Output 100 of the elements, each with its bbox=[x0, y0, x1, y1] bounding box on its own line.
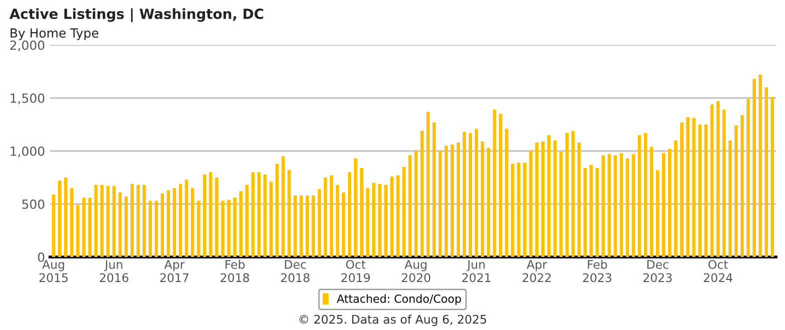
x-tick-label: Oct 2019 bbox=[341, 260, 370, 282]
bar bbox=[70, 188, 74, 257]
bar bbox=[764, 87, 768, 257]
bar bbox=[281, 156, 285, 257]
bar bbox=[257, 172, 261, 257]
bar bbox=[64, 178, 68, 257]
bar bbox=[124, 196, 128, 257]
bar bbox=[366, 188, 370, 257]
bar bbox=[656, 170, 660, 257]
bar bbox=[76, 205, 80, 257]
bar bbox=[178, 184, 182, 257]
x-tick-label: Dec 2023 bbox=[643, 260, 672, 282]
bar bbox=[492, 110, 496, 257]
text: © 2025. Data as of Aug 6, 2025 bbox=[300, 314, 486, 326]
x-tick-label: Aug 2020 bbox=[402, 260, 430, 282]
bar bbox=[324, 178, 328, 257]
bar bbox=[728, 140, 732, 257]
bar bbox=[596, 168, 599, 257]
bar bbox=[541, 141, 545, 257]
bar bbox=[148, 200, 152, 257]
bar bbox=[614, 155, 617, 257]
bar bbox=[644, 132, 648, 257]
bar bbox=[184, 180, 188, 257]
bar bbox=[190, 188, 194, 257]
bar bbox=[312, 196, 315, 257]
bar bbox=[740, 114, 744, 257]
bar bbox=[294, 196, 297, 257]
bar bbox=[535, 142, 538, 257]
bar bbox=[692, 118, 696, 257]
bar bbox=[474, 128, 478, 257]
bar bbox=[632, 154, 636, 257]
x-tick-label: Feb 2023 bbox=[583, 260, 612, 282]
bar bbox=[486, 148, 490, 257]
bar bbox=[674, 140, 678, 257]
x-tick-label: Jun 2021 bbox=[462, 260, 490, 282]
bar bbox=[202, 174, 206, 257]
bar bbox=[390, 176, 394, 257]
bar bbox=[354, 158, 358, 257]
bar bbox=[269, 182, 273, 257]
bar bbox=[620, 153, 624, 257]
bar bbox=[523, 162, 526, 257]
bar bbox=[716, 101, 720, 257]
bar bbox=[746, 99, 750, 257]
bar bbox=[547, 135, 551, 257]
bar bbox=[360, 168, 364, 257]
y-tick-label: 2,000 bbox=[10, 40, 44, 52]
bar bbox=[142, 184, 146, 257]
bar bbox=[82, 198, 86, 257]
bar bbox=[553, 140, 557, 257]
bar bbox=[378, 184, 382, 257]
bar bbox=[209, 172, 212, 257]
bar bbox=[432, 122, 436, 257]
bar bbox=[498, 114, 502, 257]
bar bbox=[372, 182, 376, 257]
bar bbox=[172, 188, 176, 257]
bar bbox=[300, 196, 303, 257]
bar bbox=[504, 128, 508, 257]
bar bbox=[529, 151, 532, 257]
x-tick-label: Jun 2016 bbox=[100, 260, 128, 282]
bar bbox=[668, 148, 672, 257]
bar bbox=[288, 170, 291, 257]
y-tick-label: 1,000 bbox=[10, 146, 44, 158]
bar bbox=[130, 184, 134, 257]
x-tick-label: Apr 2022 bbox=[522, 260, 551, 282]
bar bbox=[438, 151, 442, 257]
bar bbox=[602, 155, 605, 257]
bar bbox=[251, 172, 255, 257]
bar bbox=[318, 189, 322, 257]
bar bbox=[336, 184, 340, 257]
bar bbox=[565, 132, 569, 257]
legend-label: Attached: Condo/Coop bbox=[336, 294, 461, 305]
bar bbox=[196, 200, 200, 257]
bar bbox=[245, 184, 249, 257]
bar bbox=[650, 146, 654, 257]
bar bbox=[608, 154, 611, 257]
bar bbox=[583, 168, 587, 257]
chart-subtitle: By Home Type bbox=[10, 28, 98, 40]
bar bbox=[52, 194, 56, 257]
bar bbox=[408, 155, 412, 257]
bar bbox=[160, 193, 164, 257]
bar bbox=[710, 104, 714, 257]
bar bbox=[396, 175, 400, 257]
bar bbox=[166, 190, 170, 257]
bar bbox=[384, 184, 388, 257]
bar bbox=[511, 164, 514, 257]
x-tick-label: Feb 2018 bbox=[220, 260, 250, 282]
bar bbox=[462, 132, 466, 257]
bar bbox=[118, 192, 122, 257]
bar bbox=[306, 196, 309, 257]
bar bbox=[770, 96, 774, 257]
bar bbox=[444, 146, 448, 257]
bar bbox=[734, 126, 738, 257]
bar bbox=[698, 124, 702, 257]
bar bbox=[342, 192, 346, 257]
bar bbox=[662, 153, 666, 257]
bar bbox=[480, 141, 484, 257]
bar bbox=[100, 184, 104, 257]
bar bbox=[752, 78, 756, 257]
bar bbox=[348, 172, 352, 257]
bar bbox=[559, 152, 563, 257]
